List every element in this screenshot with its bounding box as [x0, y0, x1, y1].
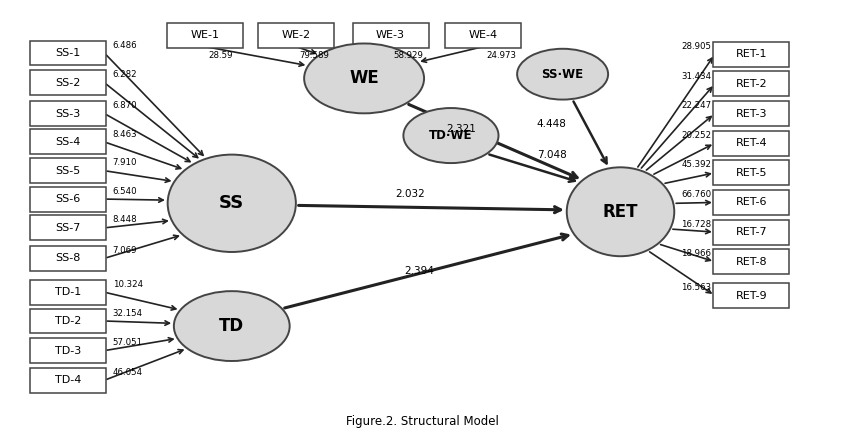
Text: WE: WE	[349, 70, 379, 87]
Text: RET-8: RET-8	[735, 257, 767, 267]
Text: 6.486: 6.486	[112, 41, 138, 50]
Text: 32.154: 32.154	[112, 308, 143, 318]
Text: 28.59: 28.59	[208, 51, 233, 60]
Text: 10.324: 10.324	[112, 280, 143, 289]
Text: 7.048: 7.048	[537, 149, 566, 159]
FancyBboxPatch shape	[713, 71, 789, 96]
Text: TD-1: TD-1	[55, 287, 81, 297]
FancyBboxPatch shape	[30, 280, 106, 305]
Text: RET-9: RET-9	[735, 291, 767, 301]
FancyBboxPatch shape	[30, 158, 106, 183]
Text: 31.434: 31.434	[681, 72, 711, 80]
FancyBboxPatch shape	[713, 101, 789, 126]
Text: WE-4: WE-4	[468, 30, 498, 40]
Text: 58.929: 58.929	[394, 51, 424, 60]
Text: 18.966: 18.966	[681, 249, 711, 258]
Text: 57.051: 57.051	[112, 338, 143, 347]
FancyBboxPatch shape	[167, 23, 243, 48]
Text: 22.247: 22.247	[681, 101, 711, 110]
Text: WE-2: WE-2	[282, 30, 311, 40]
FancyBboxPatch shape	[30, 338, 106, 363]
Text: RET-2: RET-2	[735, 79, 767, 89]
FancyBboxPatch shape	[713, 190, 789, 215]
Text: Figure.2. Structural Model: Figure.2. Structural Model	[345, 415, 499, 428]
Text: RET-5: RET-5	[735, 168, 767, 178]
FancyBboxPatch shape	[445, 23, 522, 48]
Text: 24.973: 24.973	[486, 51, 517, 60]
FancyBboxPatch shape	[30, 368, 106, 393]
Text: WE-1: WE-1	[191, 30, 219, 40]
Text: 2.321: 2.321	[446, 124, 476, 134]
Ellipse shape	[567, 167, 674, 256]
Text: RET-6: RET-6	[735, 197, 767, 207]
FancyBboxPatch shape	[258, 23, 334, 48]
Text: RET-7: RET-7	[735, 227, 767, 237]
Text: RET: RET	[603, 203, 638, 221]
FancyBboxPatch shape	[713, 131, 789, 156]
Ellipse shape	[174, 291, 289, 361]
FancyBboxPatch shape	[30, 216, 106, 240]
Text: 8.463: 8.463	[112, 130, 138, 139]
Text: SS-3: SS-3	[56, 108, 81, 118]
Text: SS·WE: SS·WE	[542, 68, 584, 81]
Text: 6.870: 6.870	[112, 101, 138, 110]
Text: 6.282: 6.282	[112, 70, 138, 79]
FancyBboxPatch shape	[30, 101, 106, 126]
Text: 20.252: 20.252	[681, 131, 711, 140]
Text: 7.910: 7.910	[112, 158, 138, 167]
Text: SS-7: SS-7	[56, 223, 81, 233]
Text: SS-4: SS-4	[56, 137, 81, 147]
Text: 28.905: 28.905	[681, 42, 711, 51]
Text: SS-1: SS-1	[56, 48, 81, 58]
Text: 4.448: 4.448	[536, 119, 566, 130]
FancyBboxPatch shape	[713, 249, 789, 274]
FancyBboxPatch shape	[30, 130, 106, 154]
Text: 79.589: 79.589	[300, 51, 329, 60]
Text: SS: SS	[219, 194, 245, 212]
Text: 6.540: 6.540	[112, 187, 138, 196]
FancyBboxPatch shape	[353, 23, 429, 48]
FancyBboxPatch shape	[713, 283, 789, 308]
Text: TD-4: TD-4	[55, 375, 81, 385]
Text: RET-1: RET-1	[735, 49, 767, 59]
Text: 7.069: 7.069	[112, 246, 138, 255]
Text: SS-8: SS-8	[56, 253, 81, 264]
FancyBboxPatch shape	[30, 187, 106, 212]
Text: RET-4: RET-4	[735, 138, 767, 148]
Text: TD-2: TD-2	[55, 316, 81, 326]
Text: SS-2: SS-2	[56, 78, 81, 88]
FancyBboxPatch shape	[30, 308, 106, 334]
Text: TD·WE: TD·WE	[430, 129, 473, 142]
FancyBboxPatch shape	[713, 219, 789, 245]
Text: 2.032: 2.032	[396, 189, 425, 199]
Ellipse shape	[517, 49, 608, 99]
FancyBboxPatch shape	[713, 160, 789, 185]
FancyBboxPatch shape	[30, 246, 106, 271]
Text: TD-3: TD-3	[55, 346, 81, 356]
Text: SS-5: SS-5	[56, 166, 81, 176]
Text: 16.728: 16.728	[681, 220, 711, 229]
Text: SS-6: SS-6	[56, 194, 81, 204]
Text: TD: TD	[219, 317, 244, 335]
Ellipse shape	[304, 44, 424, 113]
FancyBboxPatch shape	[30, 70, 106, 95]
Text: 45.392: 45.392	[681, 160, 711, 169]
Text: 16.563: 16.563	[681, 283, 711, 292]
Text: 66.760: 66.760	[681, 190, 711, 199]
Text: RET-3: RET-3	[735, 108, 767, 118]
FancyBboxPatch shape	[713, 42, 789, 67]
Text: WE-3: WE-3	[376, 30, 405, 40]
FancyBboxPatch shape	[30, 41, 106, 66]
Ellipse shape	[168, 155, 296, 252]
Text: 8.448: 8.448	[112, 216, 138, 225]
Text: 46.054: 46.054	[112, 368, 143, 377]
Ellipse shape	[403, 108, 499, 163]
Text: 2.394: 2.394	[405, 267, 435, 276]
